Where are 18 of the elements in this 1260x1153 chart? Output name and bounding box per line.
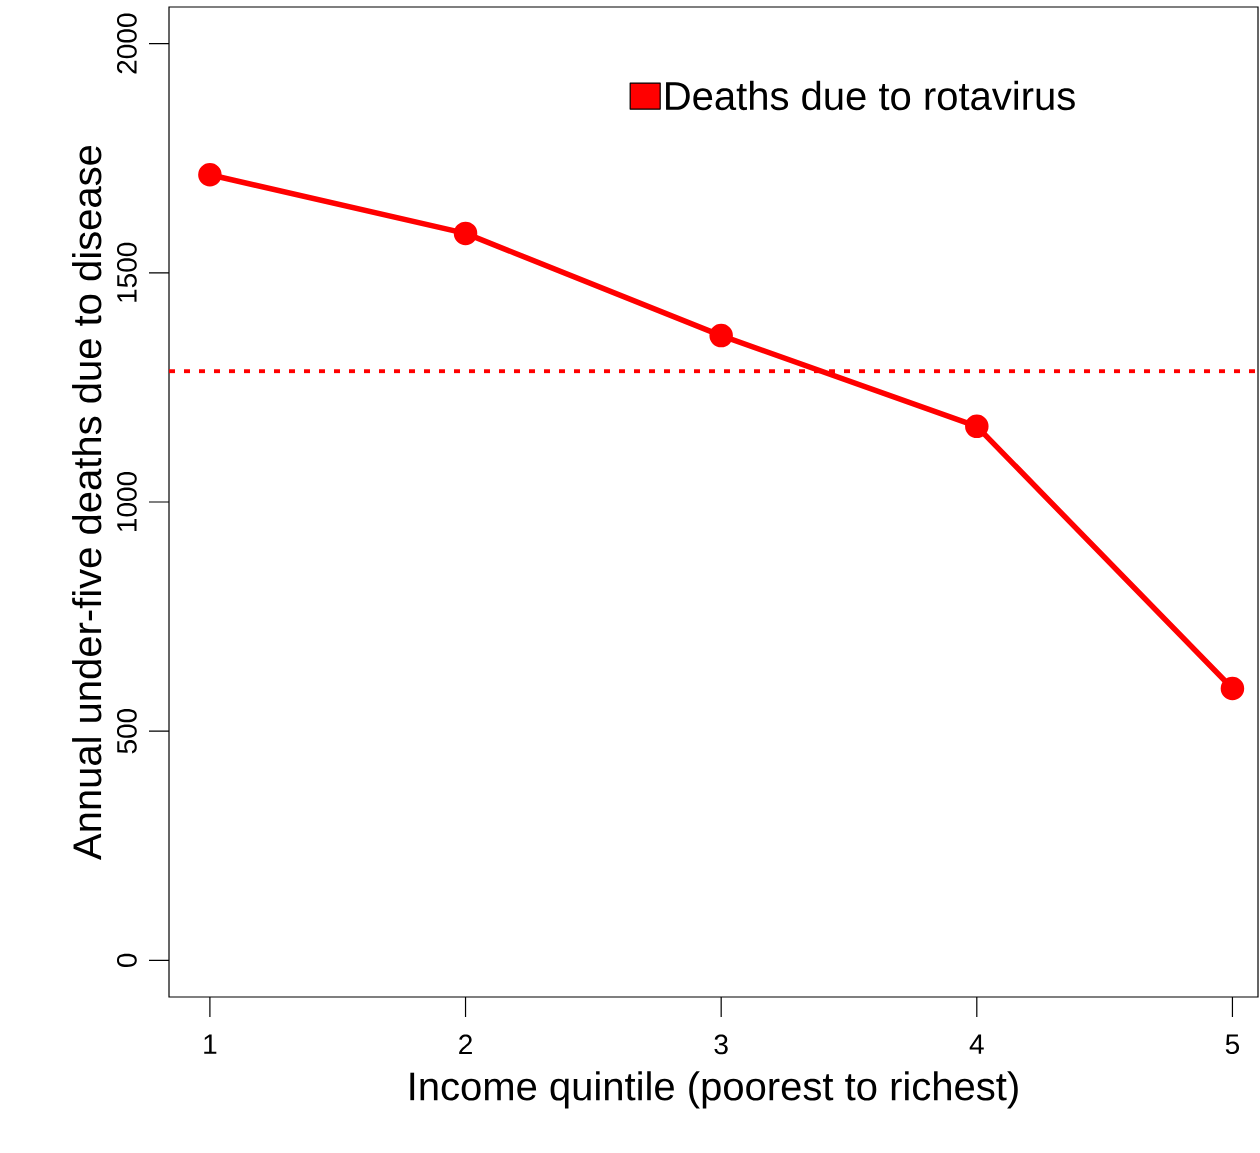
- y-tick-label: 2000: [116, 13, 137, 74]
- point: [198, 162, 222, 187]
- point: [453, 221, 478, 246]
- x-tick-label: 1: [204, 1034, 217, 1054]
- x-axis-title: Income quintile (poorest to richest): [410, 1071, 1018, 1109]
- point: [709, 323, 733, 348]
- x-tick-label: 3: [714, 1034, 728, 1055]
- legend-label: Deaths due to rotavirus: [666, 80, 1075, 111]
- x-tick-label: 5: [1225, 1034, 1240, 1055]
- y-tick-label: 500: [116, 708, 137, 754]
- y-axis-title: Annual under-five deaths due to disease: [72, 145, 102, 860]
- point: [1220, 676, 1245, 701]
- x-tick-label: 4: [969, 1034, 984, 1054]
- y-tick-label: 1000: [116, 471, 137, 532]
- y-tick-label: 1500: [116, 242, 137, 302]
- point: [965, 414, 989, 439]
- x-tick-label: 2: [459, 1034, 472, 1055]
- y-tick-label: 0: [116, 953, 137, 968]
